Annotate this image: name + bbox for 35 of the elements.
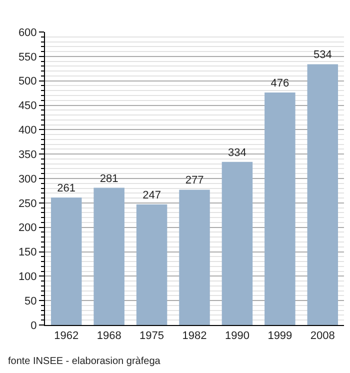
data-label: 334: [228, 146, 246, 159]
y-tick-label: 0: [30, 320, 37, 332]
bar: [222, 162, 253, 325]
x-tick-label: 1999: [268, 330, 292, 342]
x-tick-label: 1968: [96, 330, 122, 342]
x-tick-label: 1962: [54, 330, 79, 342]
y-tick-label: 150: [18, 246, 37, 259]
y-tick-label: 450: [18, 100, 37, 112]
bar: [50, 198, 82, 325]
y-tick-label: 50: [24, 295, 37, 308]
y-tick-label: 600: [18, 26, 37, 39]
y-tick-label: 550: [18, 51, 37, 64]
bar: [307, 64, 338, 325]
y-tick-label: 400: [18, 124, 37, 137]
bar: [179, 190, 210, 325]
x-tick-label: 1982: [182, 330, 207, 342]
source-note: fonte INSEE - elaborasion gràfega: [8, 356, 161, 367]
y-tick-label: 350: [18, 148, 37, 161]
y-tick-label: 500: [18, 76, 37, 88]
bar: [264, 92, 296, 325]
x-tick-label: 1975: [140, 330, 164, 342]
data-label: 277: [185, 174, 204, 187]
y-tick-label: 300: [18, 173, 37, 186]
data-label: 534: [313, 49, 332, 62]
data-label: 281: [100, 172, 118, 185]
y-tick-label: 100: [18, 271, 37, 284]
bar: [94, 188, 124, 325]
y-tick-label: 250: [18, 198, 37, 210]
y-tick-label: 200: [18, 222, 37, 234]
data-label: 247: [142, 189, 161, 202]
x-tick-label: 2008: [310, 330, 335, 342]
x-tick-label: 1990: [224, 330, 250, 342]
bar: [136, 204, 168, 325]
data-label: 476: [270, 78, 290, 90]
data-label: 261: [57, 182, 76, 195]
